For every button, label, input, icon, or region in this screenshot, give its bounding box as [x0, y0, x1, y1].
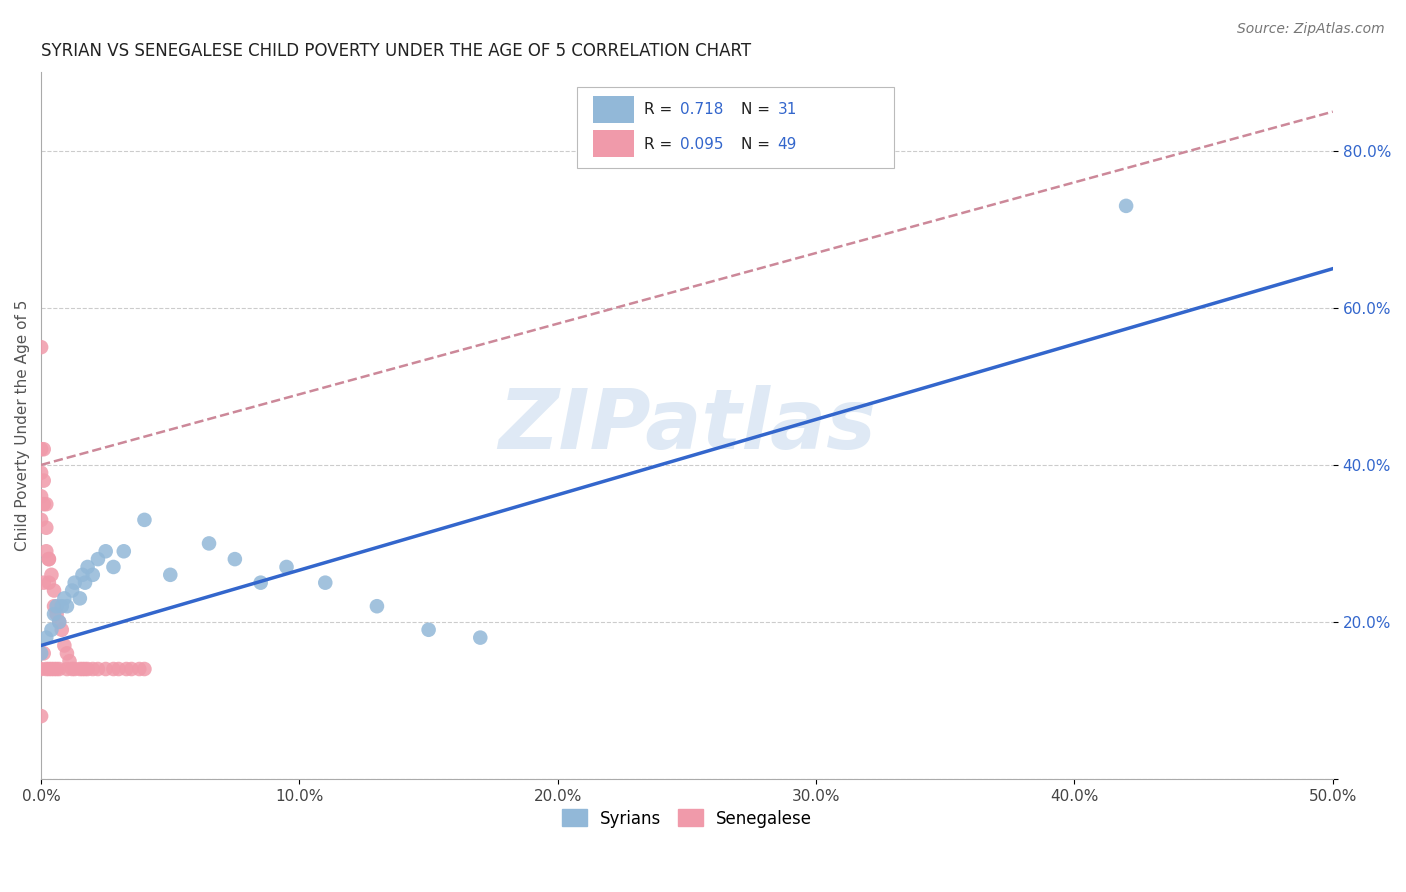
Text: 0.718: 0.718 [681, 103, 724, 118]
Point [314, 575, 336, 590]
Point [418, 623, 440, 637]
Point [42, 607, 65, 621]
Point [60, 662, 83, 676]
Point [134, 513, 156, 527]
Point [30, 646, 52, 660]
Point [38, 662, 60, 676]
Point [82, 662, 104, 676]
Point [48, 615, 70, 629]
Point [121, 662, 143, 676]
Point [94, 544, 117, 558]
Point [30, 442, 52, 457]
Point [35, 631, 58, 645]
Point [35, 521, 58, 535]
Point [32, 646, 55, 660]
Point [38, 552, 60, 566]
Point [58, 654, 80, 668]
Point [128, 662, 150, 676]
Point [249, 575, 271, 590]
Point [30, 489, 52, 503]
Y-axis label: Child Poverty Under the Age of 5: Child Poverty Under the Age of 5 [15, 300, 30, 551]
Text: N =: N = [741, 103, 775, 118]
Bar [593, 130, 634, 157]
Text: 49: 49 [778, 137, 797, 152]
Point [41, 567, 63, 582]
Point [115, 662, 138, 676]
Point [53, 591, 76, 606]
Point [41, 662, 63, 676]
Point [32, 474, 55, 488]
Point [32, 497, 55, 511]
Point [76, 662, 98, 676]
Text: SYRIAN VS SENEGALESE CHILD POVERTY UNDER THE AGE OF 5 CORRELATION CHART: SYRIAN VS SENEGALESE CHILD POVERTY UNDER… [41, 42, 751, 60]
Point [470, 631, 492, 645]
Point [82, 567, 104, 582]
Point [112, 544, 135, 558]
Point [72, 662, 94, 676]
Point [42, 662, 65, 676]
Point [224, 552, 246, 566]
Point [56, 662, 79, 676]
Point [69, 662, 91, 676]
Point [276, 560, 298, 574]
Point [48, 615, 70, 629]
Point [30, 340, 52, 354]
Bar [593, 96, 634, 123]
Point [87, 662, 110, 676]
Point [30, 662, 52, 676]
Point [38, 552, 60, 566]
Point [35, 497, 58, 511]
Point [35, 662, 58, 676]
Point [32, 442, 55, 457]
FancyBboxPatch shape [576, 87, 894, 168]
Point [366, 599, 388, 614]
Point [134, 662, 156, 676]
Text: 0.095: 0.095 [681, 137, 724, 152]
Legend: Syrians, Senegalese: Syrians, Senegalese [555, 803, 818, 834]
Point [30, 513, 52, 527]
Point [32, 575, 55, 590]
Point [1115, 199, 1137, 213]
Point [56, 599, 79, 614]
Point [103, 560, 125, 574]
Point [63, 662, 86, 676]
Point [51, 599, 73, 614]
Point [72, 567, 94, 582]
Text: R =: R = [644, 137, 678, 152]
Point [38, 575, 60, 590]
Point [30, 466, 52, 480]
Point [41, 623, 63, 637]
Point [159, 567, 181, 582]
Text: 31: 31 [778, 103, 797, 118]
Point [48, 662, 70, 676]
Point [56, 646, 79, 660]
Text: R =: R = [644, 103, 678, 118]
Point [87, 552, 110, 566]
Point [35, 544, 58, 558]
Point [94, 662, 117, 676]
Point [30, 709, 52, 723]
Point [69, 591, 91, 606]
Point [103, 662, 125, 676]
Point [73, 575, 96, 590]
Point [63, 575, 86, 590]
Point [45, 662, 67, 676]
Text: Source: ZipAtlas.com: Source: ZipAtlas.com [1237, 22, 1385, 37]
Point [45, 607, 67, 621]
Point [53, 639, 76, 653]
Point [45, 599, 67, 614]
Point [60, 583, 83, 598]
Text: ZIPatlas: ZIPatlas [498, 385, 876, 467]
Point [76, 560, 98, 574]
Point [51, 623, 73, 637]
Point [198, 536, 221, 550]
Text: N =: N = [741, 137, 775, 152]
Point [42, 583, 65, 598]
Point [73, 662, 96, 676]
Point [107, 662, 129, 676]
Point [42, 599, 65, 614]
